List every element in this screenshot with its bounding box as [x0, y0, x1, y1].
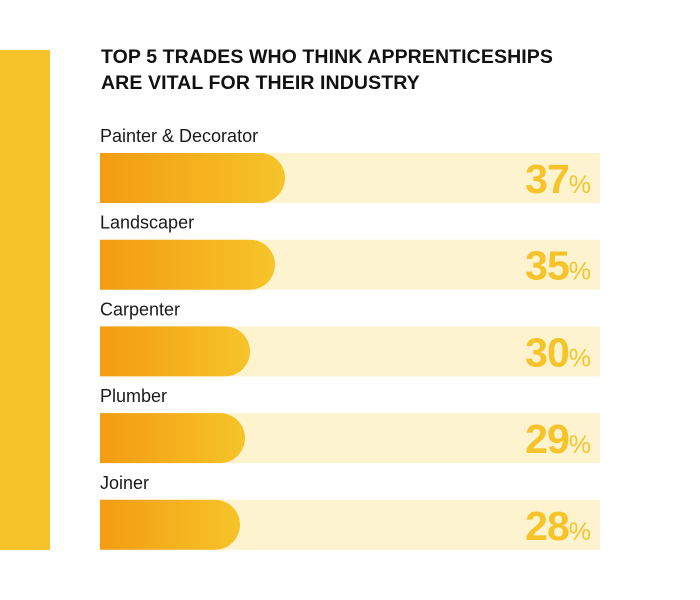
- value-label: 37%: [525, 156, 591, 202]
- value-number: 35: [525, 243, 569, 289]
- category-label: Landscaper: [100, 213, 194, 233]
- bar: [100, 499, 240, 550]
- accent-stripe: [0, 50, 50, 550]
- value-number: 37: [525, 156, 569, 202]
- bar: [100, 326, 250, 377]
- value-unit: %: [569, 258, 591, 286]
- chart-title-line-1: TOP 5 TRADES WHO THINK APPRENTICESHIPS: [101, 46, 553, 68]
- value-number: 30: [525, 329, 569, 375]
- value-unit: %: [569, 344, 591, 372]
- category-label: Joiner: [100, 473, 149, 493]
- bar: [100, 239, 275, 290]
- value-unit: %: [569, 171, 591, 199]
- chart-title: TOP 5 TRADES WHO THINK APPRENTICESHIPS A…: [101, 44, 661, 96]
- value-label: 29%: [525, 416, 591, 462]
- category-label: Carpenter: [100, 299, 180, 319]
- bar: [100, 413, 245, 464]
- value-unit: %: [569, 518, 591, 546]
- category-label: Plumber: [100, 386, 167, 406]
- chart-title-line-2: ARE VITAL FOR THEIR INDUSTRY: [101, 72, 420, 94]
- value-label: 30%: [525, 329, 591, 375]
- value-label: 28%: [525, 503, 591, 549]
- value-unit: %: [569, 431, 591, 459]
- category-label: Painter & Decorator: [100, 126, 258, 146]
- value-label: 35%: [525, 243, 591, 289]
- value-number: 28: [525, 503, 569, 549]
- value-number: 29: [525, 416, 569, 462]
- bar: [100, 153, 285, 203]
